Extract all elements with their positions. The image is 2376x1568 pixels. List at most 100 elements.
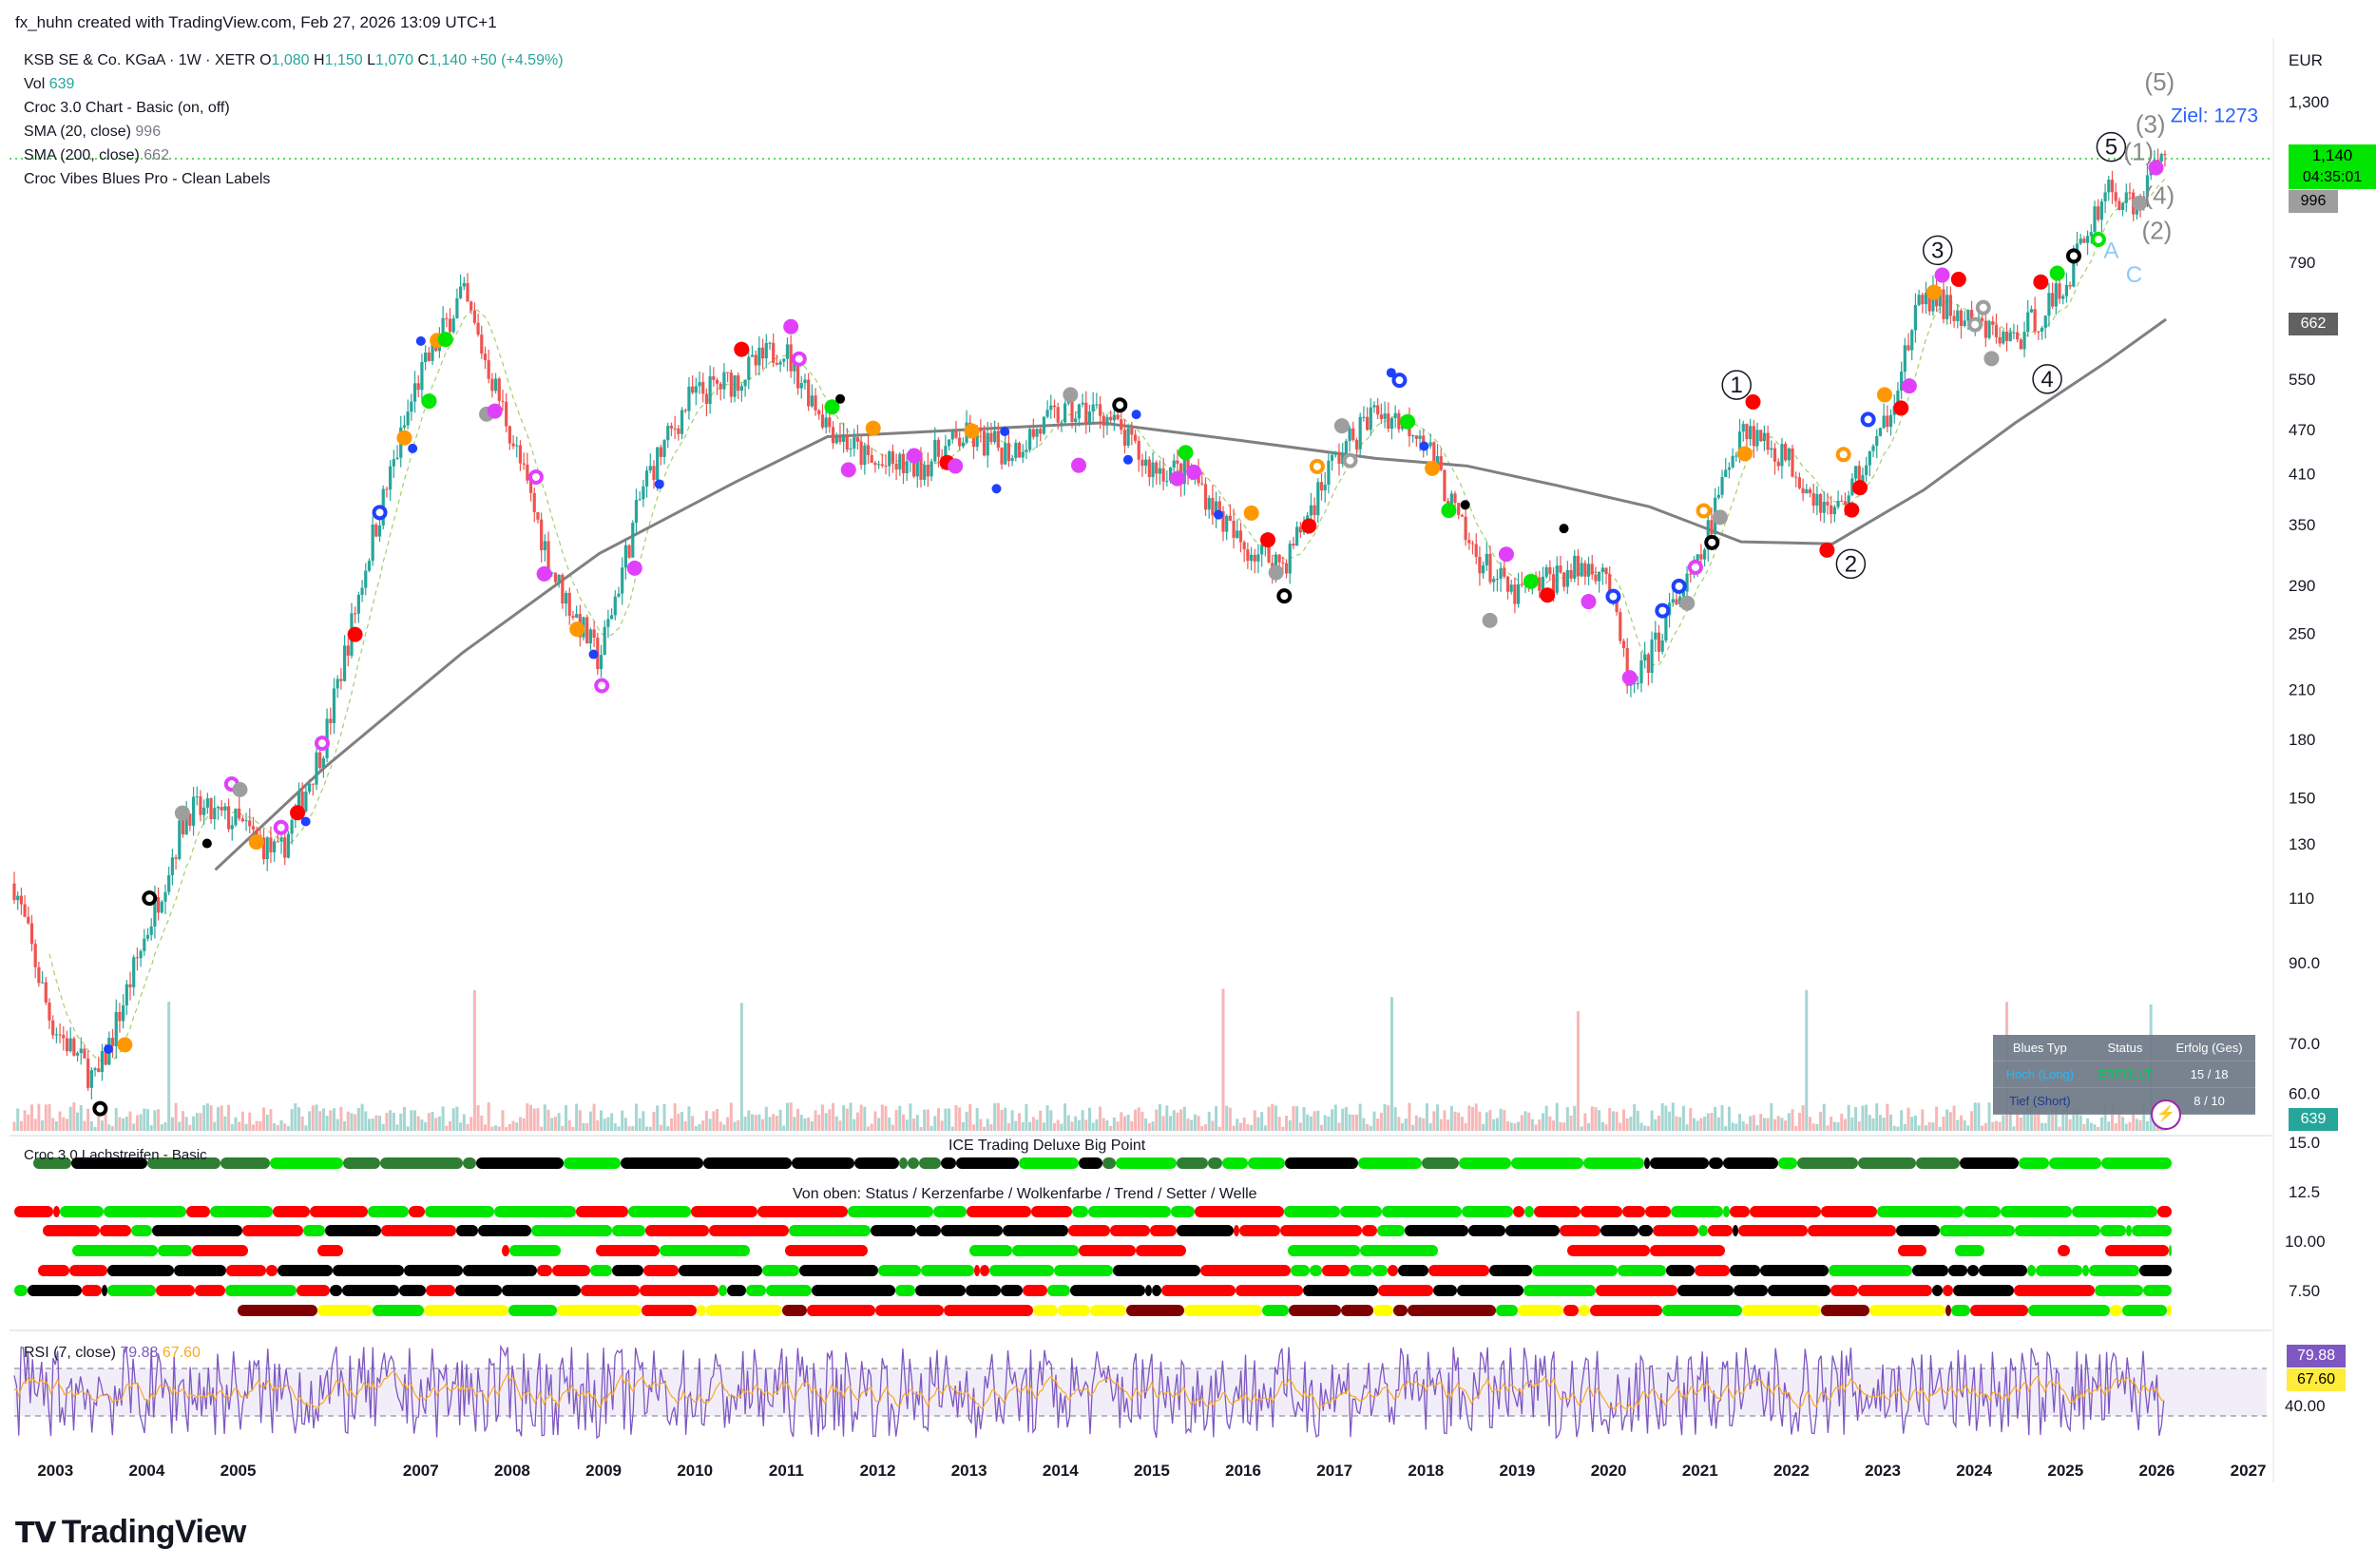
candle-body — [2114, 192, 2117, 201]
strip-segment — [1239, 1225, 1280, 1236]
rsi-pane-title[interactable]: RSI (7, close) 79.88 67.60 — [24, 1345, 201, 1362]
candle-body — [1006, 443, 1011, 462]
price-axis-label: 130 — [2289, 835, 2315, 853]
ice-pane-title[interactable]: ICE Trading Deluxe Big Point — [948, 1138, 1146, 1154]
volume-bar — [1331, 1109, 1334, 1131]
strip-segment — [1858, 1157, 1916, 1169]
low-value: 1,070 — [375, 52, 414, 68]
lightning-icon[interactable]: ⚡ — [2151, 1100, 2181, 1130]
candle-body — [395, 457, 399, 460]
candle-body — [2040, 327, 2044, 332]
candle-body — [392, 459, 395, 467]
candle-body — [205, 798, 209, 808]
candle-body — [1165, 480, 1169, 482]
volume-bar — [329, 1110, 333, 1131]
strip-segment — [380, 1157, 463, 1169]
strip-segment — [697, 1305, 706, 1316]
volume-bar — [1495, 1118, 1499, 1131]
volume-bar — [1925, 1125, 1928, 1131]
rows-pane-title[interactable]: Von oben: Status / Kerzenfarbe / Wolkenf… — [793, 1186, 1257, 1202]
volume-bar — [1105, 1119, 1109, 1131]
strip-segment — [463, 1157, 476, 1169]
strip-segment — [1708, 1225, 1733, 1236]
signal-dot — [626, 560, 642, 576]
strip-segment — [871, 1225, 916, 1236]
volume-bar — [1221, 988, 1225, 1131]
strip-segment — [1222, 1157, 1248, 1169]
volume-bar — [1811, 1123, 1815, 1131]
candle-body — [255, 829, 259, 835]
candle-body — [269, 837, 273, 852]
candle-body — [1376, 405, 1380, 415]
candle-body — [1176, 460, 1179, 464]
candle-body — [1815, 494, 1819, 507]
strip-segment — [1372, 1265, 1388, 1276]
legend-sma200[interactable]: SMA (200, close) 662 — [24, 147, 169, 164]
legend-croc[interactable]: Croc 3.0 Chart - Basic (on, off) — [24, 100, 230, 116]
signal-dot — [1559, 524, 1569, 534]
candle-body — [1625, 648, 1629, 686]
strip-segment — [1955, 1245, 1984, 1256]
signal-dot — [948, 458, 964, 474]
candle-body — [40, 982, 45, 984]
legend-volume[interactable]: Vol 639 — [24, 76, 74, 93]
candle-body — [1372, 405, 1376, 408]
candle-body — [1004, 443, 1007, 465]
strip-segment — [192, 1245, 248, 1256]
strip-segment — [2027, 1265, 2036, 1276]
volume-bar — [1576, 1010, 1580, 1131]
candle-body — [1927, 292, 1931, 312]
candle-body — [385, 488, 389, 490]
signal-dot — [906, 448, 922, 464]
volume-bar — [1274, 1105, 1277, 1131]
volume-bar — [455, 1106, 459, 1131]
volume-bar — [2086, 1118, 2090, 1131]
blues-row: Tief (Short) 8 / 10 — [1993, 1087, 2255, 1115]
strip-segment — [789, 1225, 871, 1236]
candle-body — [469, 301, 473, 311]
candle-body — [83, 1048, 86, 1059]
candle-body — [1621, 641, 1626, 649]
volume-bar — [497, 1126, 501, 1131]
signal-dot — [1441, 503, 1457, 519]
candle-body — [191, 796, 196, 826]
volume-bar — [1302, 1107, 1306, 1131]
volume-bar — [2043, 1122, 2047, 1131]
candle-body — [261, 837, 266, 859]
strip-segment — [1184, 1305, 1262, 1316]
candle-body — [1214, 501, 1218, 516]
tradingview-logo[interactable]: 𝗧𝗩 TradingView — [15, 1514, 246, 1551]
signal-dot — [290, 805, 306, 821]
croc-pane-title[interactable]: Croc 3.0 Lachstreifen - Basic — [24, 1147, 207, 1163]
strip-segment — [476, 1157, 564, 1169]
currency-label[interactable]: EUR — [2289, 51, 2323, 69]
candle-body — [1021, 451, 1025, 458]
volume-bar — [1140, 1112, 1144, 1131]
candle-body — [1435, 455, 1440, 468]
strip-segment — [69, 1265, 107, 1276]
time-axis-label: 2013 — [951, 1462, 987, 1480]
candle-body — [1492, 579, 1496, 583]
volume-bar — [459, 1122, 463, 1131]
symbol-name[interactable]: KSB SE & Co. KGaA · 1W · XETR — [24, 52, 256, 68]
candle-body — [652, 466, 656, 481]
candle-body — [715, 379, 719, 384]
strip-segment — [581, 1285, 640, 1296]
volume-bar — [1660, 1102, 1664, 1131]
volume-bar — [1313, 1111, 1316, 1131]
legend-vibes[interactable]: Croc Vibes Blues Pro - Clean Labels — [24, 171, 271, 187]
strip-segment — [1877, 1206, 1964, 1217]
volume-bar — [431, 1112, 434, 1131]
candle-body — [213, 808, 217, 820]
candle-body — [451, 318, 455, 333]
signal-dot — [2049, 265, 2065, 281]
legend-sma20[interactable]: SMA (20, close) 996 — [24, 124, 161, 141]
high-label: H — [314, 52, 325, 68]
signal-dot — [1712, 509, 1728, 526]
volume-bar — [1393, 1107, 1397, 1131]
candle-body — [1871, 446, 1875, 451]
strip-segment — [1742, 1305, 1821, 1316]
strip-segment — [621, 1157, 703, 1169]
volume-bar — [1228, 1107, 1232, 1131]
brand-text: TradingView — [61, 1514, 247, 1550]
